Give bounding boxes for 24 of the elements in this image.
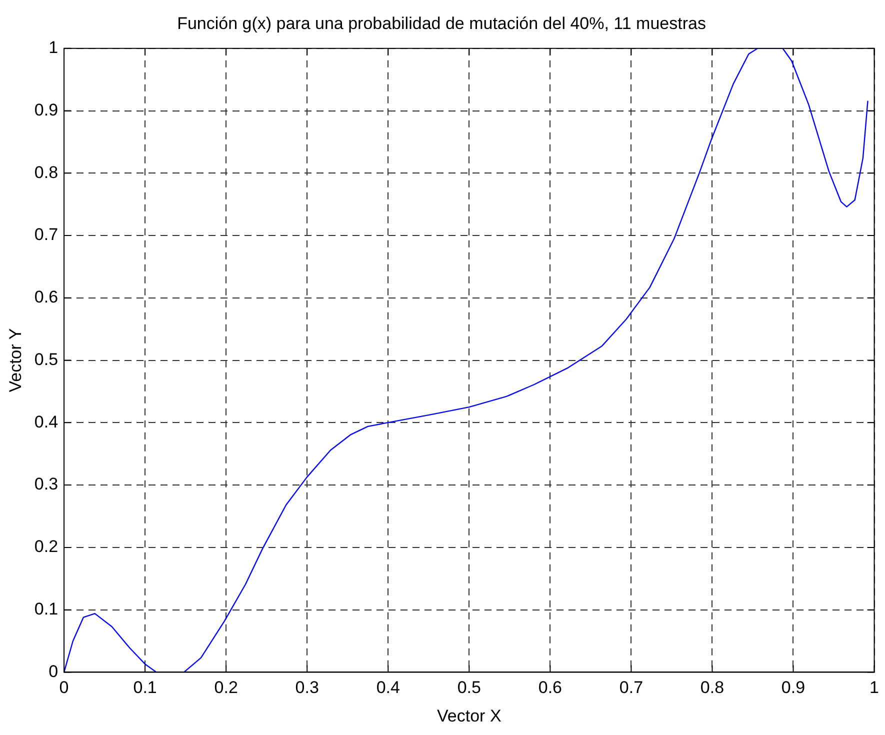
- y-tick-label: 0.1: [34, 600, 58, 619]
- y-tick-label: 0.9: [34, 100, 58, 120]
- y-axis-title: Vector Y: [6, 328, 25, 392]
- x-tick-label: 0.9: [781, 678, 806, 698]
- chart-title: Función g(x) para una probabilidad de mutación del 40%, 11 muestras: [177, 14, 706, 33]
- y-tick-label: 0.6: [34, 288, 58, 307]
- x-tick-label: 1: [870, 678, 880, 698]
- y-tick-label: 0.8: [34, 162, 58, 182]
- x-tick-label: 0.1: [133, 678, 157, 698]
- y-tick-label: 0.4: [34, 412, 58, 432]
- y-tick-label: 0.3: [34, 474, 58, 494]
- y-tick-label: 1: [48, 38, 58, 58]
- x-axis-title: Vector X: [437, 706, 502, 726]
- x-tick-label: 0.7: [619, 678, 644, 698]
- y-tick-label: 0.2: [34, 537, 58, 556]
- x-tick-label: 0.2: [214, 678, 238, 698]
- x-tick-label: 0.3: [295, 678, 319, 698]
- x-tick-label: 0.4: [376, 678, 400, 698]
- x-tick-label: 0.6: [538, 678, 562, 698]
- x-tick-label: 0.8: [700, 678, 724, 698]
- y-tick-label: 0: [48, 662, 58, 681]
- y-tick-label: 0.5: [34, 350, 58, 369]
- x-tick-label: 0.5: [457, 678, 481, 698]
- y-tick-label: 0.7: [34, 225, 58, 244]
